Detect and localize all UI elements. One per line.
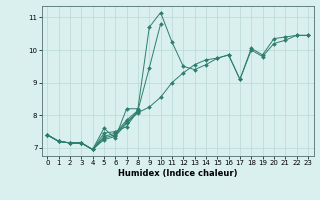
X-axis label: Humidex (Indice chaleur): Humidex (Indice chaleur) — [118, 169, 237, 178]
